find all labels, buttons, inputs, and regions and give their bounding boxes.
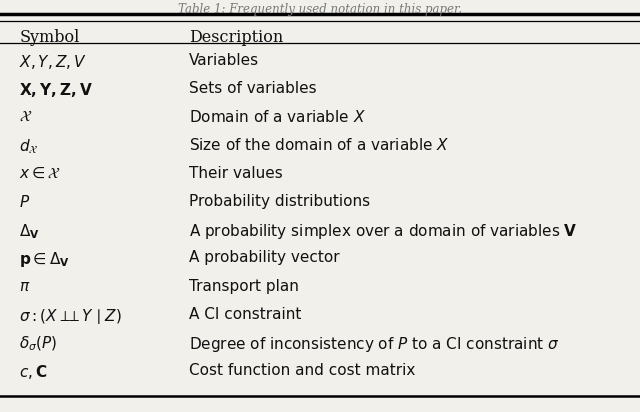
Text: A CI constraint: A CI constraint <box>189 307 301 322</box>
Text: $\sigma : (X \perp\!\!\!\perp Y \mid Z)$: $\sigma : (X \perp\!\!\!\perp Y \mid Z)$ <box>19 307 122 326</box>
Text: $x \in \mathcal{X}$: $x \in \mathcal{X}$ <box>19 166 61 180</box>
Text: $d_{\mathcal{X}}$: $d_{\mathcal{X}}$ <box>19 138 39 156</box>
Text: Cost function and cost matrix: Cost function and cost matrix <box>189 363 415 378</box>
Text: Sets of variables: Sets of variables <box>189 81 316 96</box>
Text: A probability vector: A probability vector <box>189 250 339 265</box>
Text: Size of the domain of a variable $X$: Size of the domain of a variable $X$ <box>189 138 449 153</box>
Text: $\Delta_{\mathbf{V}}$: $\Delta_{\mathbf{V}}$ <box>19 222 40 241</box>
Text: Probability distributions: Probability distributions <box>189 194 370 209</box>
Text: Symbol: Symbol <box>19 29 79 46</box>
Text: $c, \mathbf{C}$: $c, \mathbf{C}$ <box>19 363 47 381</box>
Text: $X, Y, Z, V$: $X, Y, Z, V$ <box>19 53 87 71</box>
Text: Degree of inconsistency of $P$ to a CI constraint $\sigma$: Degree of inconsistency of $P$ to a CI c… <box>189 335 559 354</box>
Text: $\delta_{\sigma}(P)$: $\delta_{\sigma}(P)$ <box>19 335 58 353</box>
Text: Description: Description <box>189 29 283 46</box>
Text: Transport plan: Transport plan <box>189 279 299 293</box>
Text: Domain of a variable $X$: Domain of a variable $X$ <box>189 109 365 125</box>
Text: Table 1: Frequently used notation in this paper.: Table 1: Frequently used notation in thi… <box>178 3 462 16</box>
Text: $\mathbf{p} \in \Delta_{\mathbf{V}}$: $\mathbf{p} \in \Delta_{\mathbf{V}}$ <box>19 250 70 269</box>
Text: $P$: $P$ <box>19 194 30 210</box>
Text: $\mathbf{X, Y, Z, V}$: $\mathbf{X, Y, Z, V}$ <box>19 81 93 99</box>
Text: A probability simplex over a domain of variables $\mathbf{V}$: A probability simplex over a domain of v… <box>189 222 577 241</box>
Text: $\mathcal{X}$: $\mathcal{X}$ <box>19 109 33 124</box>
Text: Their values: Their values <box>189 166 282 180</box>
Text: Variables: Variables <box>189 53 259 68</box>
Text: $\pi$: $\pi$ <box>19 279 31 293</box>
